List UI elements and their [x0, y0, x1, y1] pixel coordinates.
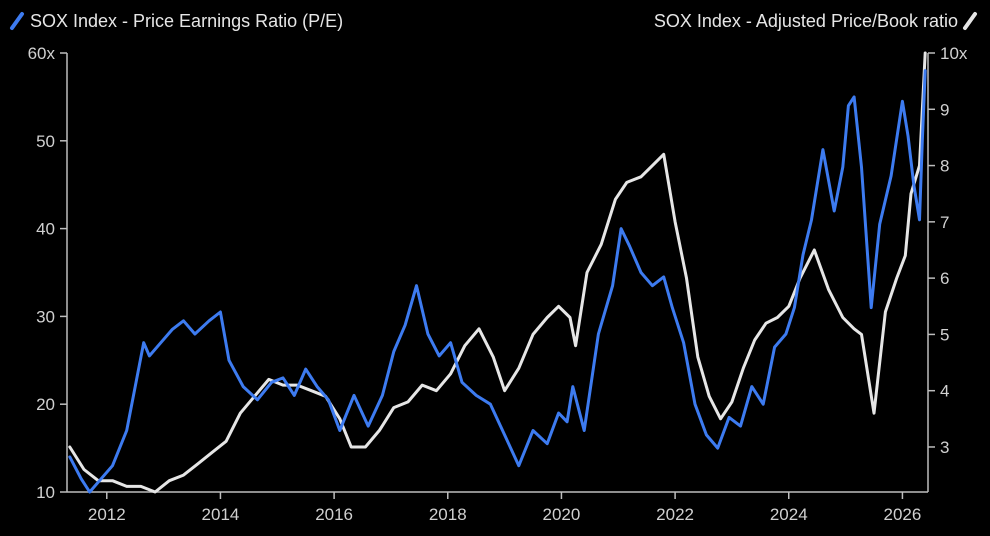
y-left-tick-label: 60x [28, 44, 56, 63]
y-left-ticks: 10 20 30 40 50 60x [28, 44, 67, 502]
y-right-tick-label: 8 [940, 157, 949, 176]
legend: SOX Index - Price Earnings Ratio (P/E) S… [10, 11, 977, 31]
x-tick-label: 2020 [543, 505, 581, 524]
y-right-tick-label: 3 [940, 438, 949, 457]
x-tick-label: 2018 [429, 505, 467, 524]
pb-ratio-line [68, 51, 927, 494]
x-tick-label: 2012 [88, 505, 126, 524]
y-right-tick-label: 4 [940, 382, 949, 401]
series-lines [68, 51, 927, 494]
y-right-tick-label: 9 [940, 100, 949, 119]
y-right-tick-label: 7 [940, 213, 949, 232]
legend-pb-label: SOX Index - Adjusted Price/Book ratio [654, 11, 958, 31]
legend-pe-swatch [10, 12, 24, 30]
y-right-tick-label: 5 [940, 325, 949, 344]
y-left-tick-label: 50 [36, 132, 55, 151]
x-tick-label: 2022 [656, 505, 694, 524]
y-right-ticks: 3 4 5 6 7 8 9 10x [928, 44, 968, 457]
x-tick-label: 2026 [884, 505, 922, 524]
y-right-tick-label: 6 [940, 269, 949, 288]
x-ticks: 2012 2014 2016 2018 2020 2022 2024 2026 [88, 492, 921, 524]
legend-pe-label: SOX Index - Price Earnings Ratio (P/E) [30, 11, 343, 31]
y-left-tick-label: 20 [36, 395, 55, 414]
x-tick-label: 2014 [202, 505, 240, 524]
x-tick-label: 2016 [315, 505, 353, 524]
y-left-tick-label: 40 [36, 220, 55, 239]
pe-ratio-line [68, 69, 927, 494]
legend-pb-swatch [963, 12, 977, 30]
y-left-tick-label: 30 [36, 307, 55, 326]
y-left-tick-label: 10 [36, 483, 55, 502]
x-tick-label: 2024 [770, 505, 808, 524]
y-right-tick-label: 10x [940, 44, 968, 63]
